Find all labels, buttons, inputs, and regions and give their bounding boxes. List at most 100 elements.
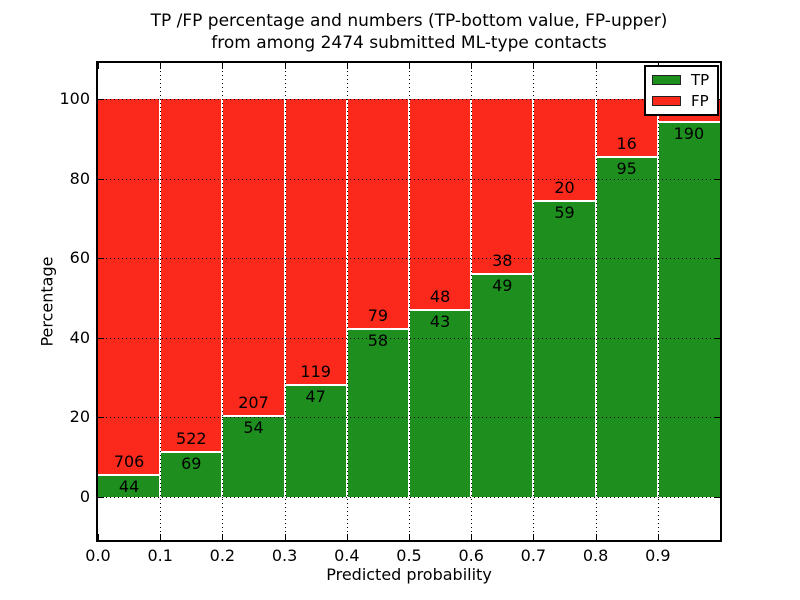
legend-entry-tp: TP <box>652 72 709 88</box>
fp-bar-segment <box>471 99 534 273</box>
tp-legend-label: TP <box>691 71 710 89</box>
fp-count-label: 16 <box>616 134 637 154</box>
x-tick-label: 0.7 <box>520 546 547 565</box>
tp-bar-segment <box>595 156 658 497</box>
x-tick-mark <box>98 63 99 69</box>
x-tick-label: 0.9 <box>645 546 671 565</box>
y-tick-mark <box>98 497 104 498</box>
y-gridline <box>98 417 720 419</box>
y-tick-label: 0 <box>79 487 90 506</box>
x-gridline <box>409 63 410 540</box>
y-tick-mark <box>714 258 720 260</box>
tp-bar-segment <box>98 473 161 497</box>
y-gridline <box>98 497 720 498</box>
x-tick-mark <box>533 534 535 540</box>
plot-area: TP FP 706 44 522 69 207 54 119 47 79 58 48 43 38 49 20… <box>59 61 722 565</box>
x-tick-mark <box>284 63 286 69</box>
y-tick-mark <box>714 497 720 498</box>
tp-count-label: 49 <box>492 275 513 295</box>
x-gridline <box>284 63 286 540</box>
x-gridline <box>222 63 224 540</box>
y-gridline <box>98 178 720 180</box>
chart-title-line2: from among 2474 submitted ML-type contac… <box>211 33 607 53</box>
fp-count-label: 48 <box>429 286 451 306</box>
x-axis-label: Predicted probability <box>326 565 492 584</box>
fp-count-label: 79 <box>367 306 389 326</box>
tp-bar-segment <box>222 414 285 497</box>
tp-bar-segment <box>409 308 472 497</box>
y-tick-mark <box>98 337 104 339</box>
y-tick-label: 80 <box>69 168 90 188</box>
x-tick-label: 0.1 <box>147 546 173 565</box>
fp-count-label: 20 <box>554 177 575 197</box>
x-gridline <box>657 63 659 540</box>
fp-bar-segment <box>284 99 347 385</box>
x-tick-label: 0.8 <box>582 546 609 565</box>
tp-bar-segment <box>346 328 409 497</box>
fp-bar-segment <box>409 99 472 309</box>
tp-count-label: 58 <box>367 331 389 351</box>
x-tick-mark <box>657 534 659 540</box>
y-tick-label: 40 <box>69 327 90 347</box>
x-tick-mark <box>595 534 597 540</box>
x-tick-mark <box>160 63 162 69</box>
x-tick-mark <box>409 63 410 69</box>
fp-count-label: 207 <box>238 392 269 412</box>
tp-bar-segment <box>471 272 534 497</box>
x-tick-mark <box>595 63 597 69</box>
tp-count-label: 59 <box>554 202 575 222</box>
x-tick-mark <box>533 63 535 69</box>
y-tick-label: 20 <box>69 407 90 427</box>
tp-bar-segment <box>657 120 720 497</box>
x-tick-mark <box>160 534 162 540</box>
chart-title-line1: TP /FP percentage and numbers (TP-bottom… <box>150 11 668 31</box>
fp-count-label: 119 <box>300 362 331 382</box>
y-gridline <box>98 258 720 260</box>
x-tick-mark <box>222 534 224 540</box>
x-gridline <box>471 63 473 540</box>
y-tick-mark <box>98 417 104 419</box>
x-tick-mark <box>346 63 348 69</box>
fp-legend-swatch-icon <box>652 96 681 106</box>
tp-count-label: 54 <box>243 417 264 437</box>
y-tick-mark <box>98 258 104 260</box>
tp-bar-segment <box>160 450 223 497</box>
x-tick-label: 0.2 <box>209 546 236 565</box>
tp-count-label: 69 <box>181 453 202 473</box>
y-tick-mark <box>98 99 104 100</box>
y-tick-label: 60 <box>69 248 90 268</box>
y-tick-mark <box>98 178 104 180</box>
tp-count-label: 190 <box>673 123 705 143</box>
tp-count-label: 43 <box>429 311 451 331</box>
fp-bar-segment <box>222 99 285 415</box>
x-gridline <box>160 63 162 540</box>
y-gridline <box>98 337 720 339</box>
fp-count-label: 706 <box>113 451 145 471</box>
x-tick-label: 0.4 <box>334 546 360 565</box>
x-tick-label: 0.0 <box>85 546 111 565</box>
x-gridline <box>346 63 348 540</box>
y-tick-mark <box>714 337 720 339</box>
x-tick-label: 0.5 <box>396 546 422 565</box>
x-tick-mark <box>346 534 348 540</box>
x-tick-mark <box>409 534 410 540</box>
fp-count-label: 38 <box>492 250 513 270</box>
tp-bar-segment <box>284 384 347 497</box>
x-tick-mark <box>222 63 224 69</box>
fp-bar-segment <box>346 99 409 329</box>
x-tick-label: 0.6 <box>458 546 484 565</box>
chart-title: TP /FP percentage and numbers (TP-bottom… <box>98 10 720 54</box>
x-tick-mark <box>471 534 473 540</box>
x-tick-mark <box>98 534 99 540</box>
fp-bar-segment <box>160 99 223 451</box>
tp-count-label: 47 <box>305 387 326 407</box>
x-gridline <box>533 63 535 540</box>
x-tick-label: 0.3 <box>271 546 298 565</box>
y-axis-label: Percentage <box>37 256 57 347</box>
fp-bar-segment <box>533 99 596 200</box>
y-tick-mark <box>714 178 720 180</box>
y-gridline <box>98 99 720 100</box>
tp-count-label: 95 <box>616 159 637 179</box>
fp-count-label: 522 <box>176 428 207 448</box>
